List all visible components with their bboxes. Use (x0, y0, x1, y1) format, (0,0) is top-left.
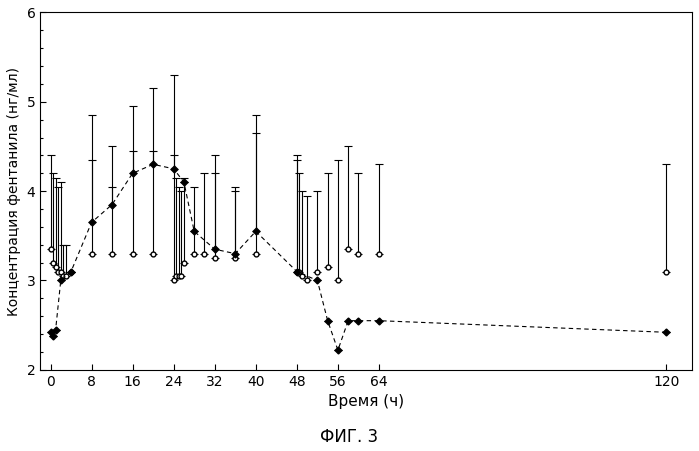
Y-axis label: Концентрация фентанила (нг/мл): Концентрация фентанила (нг/мл) (7, 67, 21, 316)
Text: ФИГ. 3: ФИГ. 3 (320, 428, 379, 446)
X-axis label: Время (ч): Время (ч) (328, 394, 404, 409)
